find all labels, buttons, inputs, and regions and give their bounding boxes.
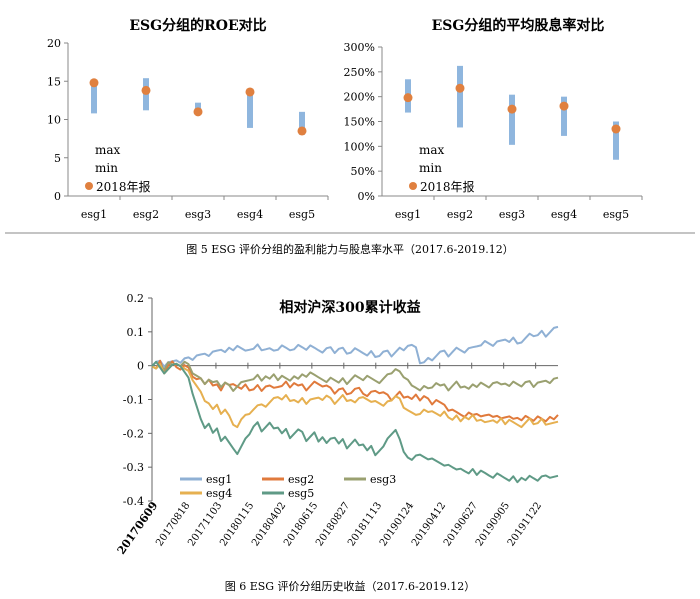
roe-y-tick-label: 20: [47, 37, 61, 50]
roe-2018-dot-esg4: [245, 87, 255, 97]
roe-y-tick-label: 15: [47, 75, 61, 88]
roe-chart: ESG分组的ROE对比 0 5 10 15 20 esg1 esg2 esg3 esg4 esg5…: [47, 17, 329, 221]
dividend-range-bar-esg4: [561, 96, 567, 136]
dividend-legend: max min 2018年报: [409, 143, 475, 194]
dividend-y-tick-label: 50%: [351, 165, 375, 178]
roe-x-tick-label: esg4: [237, 208, 263, 221]
legend-label-esg2: esg2: [288, 473, 314, 486]
dividend-2018-dot-esg1: [403, 93, 413, 103]
dividend-legend-2018: 2018年报: [420, 179, 475, 194]
roe-y-tick-label: 0: [54, 190, 61, 203]
dividend-range-bar-esg2: [457, 65, 463, 128]
roe-x-tick-label: esg2: [133, 208, 159, 221]
dividend-y-tick-label: 250%: [344, 66, 375, 79]
dividend-2018-dot-esg2: [455, 83, 465, 93]
series-line-esg3: [151, 360, 559, 392]
roe-x-tick-label: esg5: [289, 208, 315, 221]
cumulative-y-tick-label: 0.2: [127, 292, 145, 305]
roe-2018-dot-esg1: [89, 78, 99, 88]
roe-legend-dot: [85, 182, 93, 190]
figure6-caption: 图 6 ESG 评价分组历史收益（2017.6-2019.12）: [225, 579, 476, 593]
dividend-2018-dot-esg4: [559, 101, 569, 111]
dividend-2018-dot-esg5: [611, 124, 621, 134]
legend-label-esg1: esg1: [206, 473, 232, 486]
cumulative-y-tick-label: 0: [137, 360, 144, 373]
dividend-range-bar-esg5: [613, 121, 619, 160]
dividend-legend-max: max: [419, 143, 445, 157]
cumulative-y-tick-label: -0.4: [123, 495, 144, 508]
figure5-caption: 图 5 ESG 评价分组的盈利能力与股息率水平（2017.6-2019.12）: [186, 242, 514, 256]
roe-2018-dot-esg2: [141, 85, 151, 95]
dividend-x-tick-label: esg5: [603, 208, 629, 221]
cumulative-y-tick-label: -0.3: [123, 461, 144, 474]
roe-2018-dot-esg3: [193, 107, 203, 117]
dividend-chart: ESG分组的平均股息率对比 0% 50% 100% 150% 200% 250% 300% e…: [344, 17, 643, 221]
cumulative-x-tick-label: 20191122: [506, 500, 544, 548]
cumulative-y-tick-label: -0.1: [123, 394, 144, 407]
dividend-x-tick-label: esg4: [551, 208, 577, 221]
dividend-y-tick-label: 200%: [344, 91, 375, 104]
cumulative-return-chart: 相对沪深300累计收益 -0.4-0.3-0.2-0.100.10.220170…: [115, 292, 559, 557]
dividend-y-tick-label: 100%: [344, 140, 375, 153]
cumulative-chart-title: 相对沪深300累计收益: [279, 299, 420, 316]
dividend-legend-min: min: [419, 161, 442, 175]
roe-y-tick-label: 10: [47, 114, 61, 127]
series-line-esg4: [151, 362, 559, 429]
cumulative-legend: esg1 esg2 esg3 esg4 esg5: [180, 473, 396, 500]
roe-y-tick-label: 5: [54, 152, 61, 165]
roe-legend-min: min: [95, 161, 118, 175]
cumulative-y-tick-label: 0.1: [127, 326, 145, 339]
dividend-chart-title: ESG分组的平均股息率对比: [432, 17, 605, 34]
series-line-esg5: [151, 360, 559, 484]
roe-legend: max min 2018年报: [85, 143, 151, 194]
roe-range-bar-esg4: [247, 90, 253, 128]
legend-label-esg5: esg5: [288, 487, 314, 500]
roe-range-bar-esg5: [299, 111, 305, 135]
dividend-legend-dot: [409, 182, 417, 190]
dividend-y-tick-label: 300%: [344, 41, 375, 54]
dividend-2018-dot-esg3: [507, 104, 517, 114]
dividend-range-bar-esg3: [509, 94, 515, 145]
dividend-y-tick-label: 150%: [344, 116, 375, 129]
roe-chart-title: ESG分组的ROE对比: [129, 17, 266, 34]
roe-range-bar-esg1: [91, 82, 97, 114]
roe-x-tick-label: esg3: [185, 208, 211, 221]
roe-x-tick-label: esg1: [81, 208, 107, 221]
cumulative-y-tick-label: -0.2: [123, 427, 144, 440]
dividend-x-tick-label: esg1: [395, 208, 421, 221]
roe-legend-2018: 2018年报: [96, 179, 151, 194]
series-line-esg2: [151, 359, 559, 423]
roe-legend-max: max: [95, 143, 121, 157]
legend-label-esg3: esg3: [370, 473, 396, 486]
dividend-x-tick-label: esg2: [447, 208, 473, 221]
roe-2018-dot-esg5: [297, 126, 307, 136]
legend-label-esg4: esg4: [206, 487, 232, 500]
series-line-esg1: [151, 325, 559, 368]
dividend-x-tick-label: esg3: [499, 208, 525, 221]
dividend-y-tick-label: 0%: [358, 190, 375, 203]
